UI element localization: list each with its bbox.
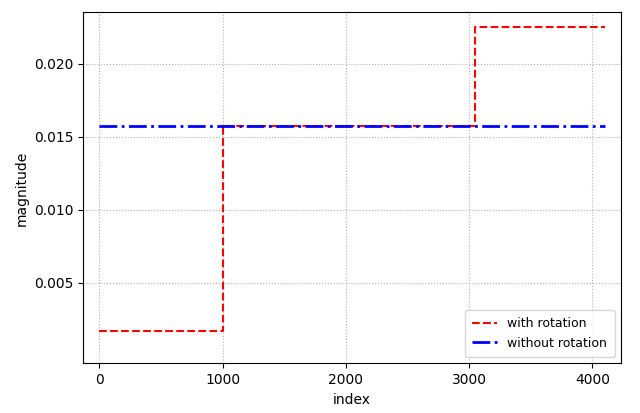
with rotation [219, 123, 227, 128]
with rotation [472, 123, 479, 128]
with rotation [601, 24, 609, 29]
with rotation [219, 328, 227, 333]
Line: with rotation: with rotation [99, 27, 605, 330]
X-axis label: index: index [333, 393, 371, 407]
with rotation [472, 24, 479, 29]
Legend: with rotation, without rotation: with rotation, without rotation [465, 310, 614, 357]
Y-axis label: magnitude: magnitude [15, 150, 28, 225]
with rotation [95, 328, 103, 333]
